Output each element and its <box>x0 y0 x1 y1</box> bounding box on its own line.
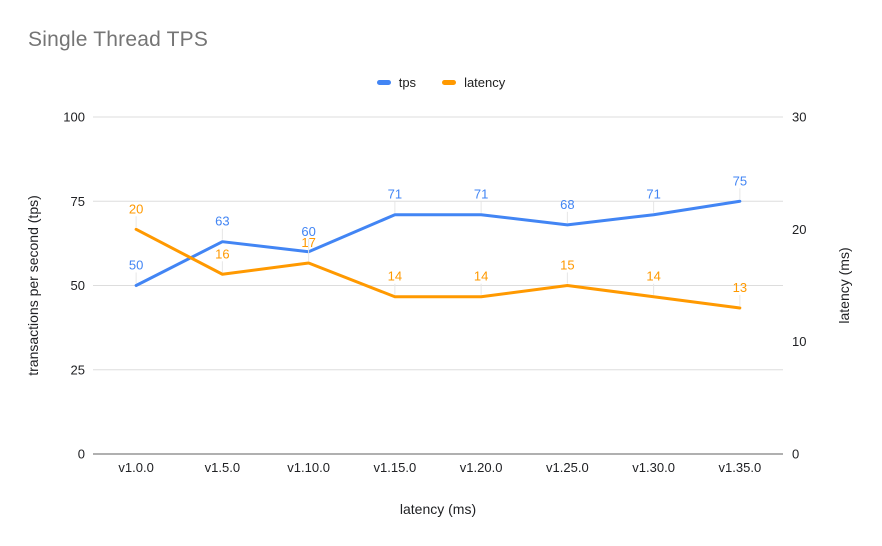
latency-series-line[interactable] <box>134 227 742 310</box>
x-axis-tick-label: v1.10.0 <box>287 460 330 475</box>
x-axis-title: latency (ms) <box>400 501 476 517</box>
latency-data-label: 14 <box>388 269 402 284</box>
tps-data-label: 71 <box>474 187 488 202</box>
latency-data-label: 16 <box>215 246 229 261</box>
left-axis-tick-label: 100 <box>63 110 85 125</box>
left-axis-tick-label: 0 <box>78 447 85 462</box>
legend: tps latency <box>0 75 882 90</box>
tps-data-label: 60 <box>301 224 315 239</box>
right-axis-tick-label: 0 <box>792 447 799 462</box>
right-axis-tick-label: 30 <box>792 110 806 125</box>
tps-data-label: 63 <box>215 214 229 229</box>
left-axis-tick-label: 25 <box>71 362 85 377</box>
latency-data-label: 20 <box>129 201 143 216</box>
latency-data-label: 15 <box>560 258 574 273</box>
x-axis-tick-label: v1.5.0 <box>205 460 240 475</box>
x-axis-tick-label: v1.20.0 <box>460 460 503 475</box>
latency-data-label: 13 <box>733 280 747 295</box>
right-axis-tick-label: 20 <box>792 222 806 237</box>
x-axis-tick-label: v1.30.0 <box>632 460 675 475</box>
left-axis-title: transactions per second (tps) <box>25 195 41 376</box>
left-axis-tick-label: 75 <box>71 194 85 209</box>
latency-series-swatch-icon <box>442 80 457 85</box>
tps-series-line[interactable] <box>134 199 742 287</box>
tps-data-label: 68 <box>560 197 574 212</box>
legend-label-tps: tps <box>398 75 417 90</box>
left-axis-tick-label: 50 <box>71 278 85 293</box>
x-axis-tick-label: v1.15.0 <box>374 460 417 475</box>
legend-item-latency[interactable]: latency <box>442 75 505 90</box>
legend-label-latency: latency <box>464 75 506 90</box>
legend-item-tps[interactable]: tps <box>376 75 417 90</box>
x-axis-tick-label: v1.35.0 <box>719 460 762 475</box>
tps-data-label: 71 <box>388 187 402 202</box>
latency-data-label: 14 <box>474 269 488 284</box>
latency-data-label: 14 <box>646 269 660 284</box>
tps-data-label: 75 <box>733 173 747 188</box>
tps-series-swatch-icon <box>376 80 391 85</box>
x-axis-tick-label: v1.0.0 <box>118 460 153 475</box>
tps-data-label: 50 <box>129 258 143 273</box>
chart-title: Single Thread TPS <box>28 28 209 51</box>
tps-data-label: 71 <box>646 187 660 202</box>
right-axis-tick-label: 10 <box>792 334 806 349</box>
right-axis-title: latency (ms) <box>836 247 852 323</box>
x-axis-tick-label: v1.25.0 <box>546 460 589 475</box>
latency-data-label: 17 <box>301 235 315 250</box>
